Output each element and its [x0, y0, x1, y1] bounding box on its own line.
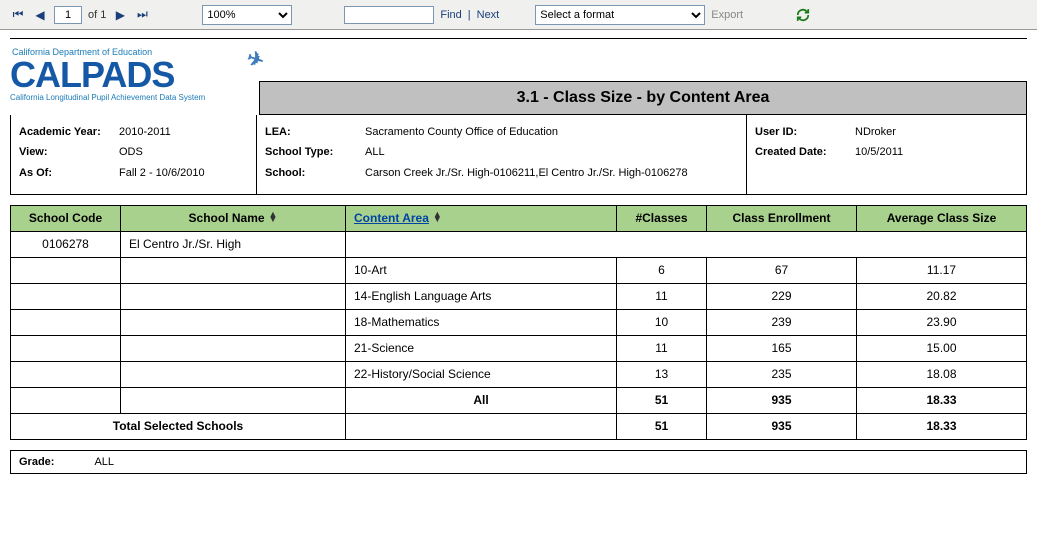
logo-main-text: CALPADS ✈ — [10, 59, 255, 91]
group-spacer — [346, 231, 1027, 257]
report-header: California Department of Education CALPA… — [0, 45, 1037, 115]
academic-year-label: Academic Year: — [19, 125, 119, 139]
total-enroll: 935 — [707, 413, 857, 439]
table-header-row: School Code School Name▲▼ Content Area▲▼… — [11, 205, 1027, 231]
table-row: 18-Mathematics 10 239 23.90 — [11, 309, 1027, 335]
total-label: Total Selected Schools — [11, 413, 346, 439]
academic-year-value: 2010-2011 — [119, 125, 248, 139]
report-title: 3.1 - Class Size - by Content Area — [259, 81, 1027, 115]
meta-col-2: LEA:Sacramento County Office of Educatio… — [256, 115, 746, 194]
all-avg: 18.33 — [857, 387, 1027, 413]
cell-enroll: 229 — [707, 283, 857, 309]
export-label: Export — [711, 9, 743, 21]
lea-value: Sacramento County Office of Education — [365, 125, 738, 139]
report-meta: Academic Year:2010-2011 View:ODS As Of:F… — [10, 115, 1027, 195]
cell-classes: 10 — [617, 309, 707, 335]
col-enrollment[interactable]: Class Enrollment — [707, 205, 857, 231]
col-content-area[interactable]: Content Area▲▼ — [346, 205, 617, 231]
total-avg: 18.33 — [857, 413, 1027, 439]
cell-enroll: 67 — [707, 257, 857, 283]
table-row: 10-Art 6 67 11.17 — [11, 257, 1027, 283]
table-body: 0106278 El Centro Jr./Sr. High 10-Art 6 … — [11, 231, 1027, 439]
school-value: Carson Creek Jr./Sr. High-0106211,El Cen… — [365, 166, 738, 180]
find-input[interactable] — [344, 6, 434, 24]
group-school-name: El Centro Jr./Sr. High — [121, 231, 346, 257]
school-label: School: — [265, 166, 365, 180]
prev-page-icon[interactable]: ◀ — [32, 7, 48, 23]
group-school-code: 0106278 — [11, 231, 121, 257]
as-of-label: As Of: — [19, 166, 119, 180]
grade-filter-box: Grade: ALL — [10, 450, 1027, 474]
page-of-label: of 1 — [88, 9, 106, 21]
zoom-select[interactable]: 100% — [202, 5, 292, 25]
next-page-icon[interactable]: ▶ — [112, 7, 128, 23]
cell-classes: 6 — [617, 257, 707, 283]
table-all-row: All 51 935 18.33 — [11, 387, 1027, 413]
class-size-table: School Code School Name▲▼ Content Area▲▼… — [10, 205, 1027, 440]
table-row: 21-Science 11 165 15.00 — [11, 335, 1027, 361]
calpads-logo: California Department of Education CALPA… — [10, 45, 255, 115]
view-label: View: — [19, 145, 119, 159]
sort-icon: ▲▼ — [269, 212, 278, 223]
col-classes[interactable]: #Classes — [617, 205, 707, 231]
sort-icon: ▲▼ — [433, 212, 442, 223]
cell-area: 14-English Language Arts — [346, 283, 617, 309]
report-toolbar: ⏮ ◀ of 1 ▶ ⏭ 100% Find | Next Select a f… — [0, 0, 1037, 30]
plane-icon: ✈ — [245, 49, 266, 71]
table-row: 22-History/Social Science 13 235 18.08 — [11, 361, 1027, 387]
all-label: All — [346, 387, 617, 413]
cell-classes: 13 — [617, 361, 707, 387]
user-id-label: User ID: — [755, 125, 855, 139]
school-type-label: School Type: — [265, 145, 365, 159]
total-classes: 51 — [617, 413, 707, 439]
as-of-value: Fall 2 - 10/6/2010 — [119, 166, 248, 180]
all-enroll: 935 — [707, 387, 857, 413]
meta-col-3: User ID:NDroker Created Date:10/5/2011 — [746, 115, 1026, 194]
find-next-separator: | — [468, 9, 471, 21]
grade-value: ALL — [94, 456, 114, 468]
col-school-code[interactable]: School Code — [11, 205, 121, 231]
table-group-row: 0106278 El Centro Jr./Sr. High — [11, 231, 1027, 257]
meta-col-1: Academic Year:2010-2011 View:ODS As Of:F… — [11, 115, 256, 194]
export-format-select[interactable]: Select a format — [535, 5, 705, 25]
cell-avg: 15.00 — [857, 335, 1027, 361]
cell-enroll: 165 — [707, 335, 857, 361]
last-page-icon[interactable]: ⏭ — [134, 7, 150, 23]
all-classes: 51 — [617, 387, 707, 413]
cell-enroll: 235 — [707, 361, 857, 387]
school-type-value: ALL — [365, 145, 738, 159]
cell-classes: 11 — [617, 283, 707, 309]
cell-area: 21-Science — [346, 335, 617, 361]
page-number-input[interactable] — [54, 6, 82, 24]
cell-area: 18-Mathematics — [346, 309, 617, 335]
find-link[interactable]: Find — [440, 9, 461, 21]
view-value: ODS — [119, 145, 248, 159]
col-school-name[interactable]: School Name▲▼ — [121, 205, 346, 231]
table-total-row: Total Selected Schools 51 935 18.33 — [11, 413, 1027, 439]
cell-avg: 23.90 — [857, 309, 1027, 335]
cell-area: 22-History/Social Science — [346, 361, 617, 387]
cell-area: 10-Art — [346, 257, 617, 283]
refresh-icon[interactable] — [795, 7, 811, 23]
col-avg-size[interactable]: Average Class Size — [857, 205, 1027, 231]
cell-enroll: 239 — [707, 309, 857, 335]
cell-avg: 20.82 — [857, 283, 1027, 309]
first-page-icon[interactable]: ⏮ — [10, 7, 26, 23]
table-row: 14-English Language Arts 11 229 20.82 — [11, 283, 1027, 309]
top-rule — [10, 38, 1027, 39]
cell-classes: 11 — [617, 335, 707, 361]
cell-avg: 11.17 — [857, 257, 1027, 283]
created-date-value: 10/5/2011 — [855, 145, 1018, 159]
lea-label: LEA: — [265, 125, 365, 139]
created-date-label: Created Date: — [755, 145, 855, 159]
user-id-value: NDroker — [855, 125, 1018, 139]
next-link[interactable]: Next — [477, 9, 500, 21]
cell-avg: 18.08 — [857, 361, 1027, 387]
grade-label: Grade: — [19, 456, 54, 468]
